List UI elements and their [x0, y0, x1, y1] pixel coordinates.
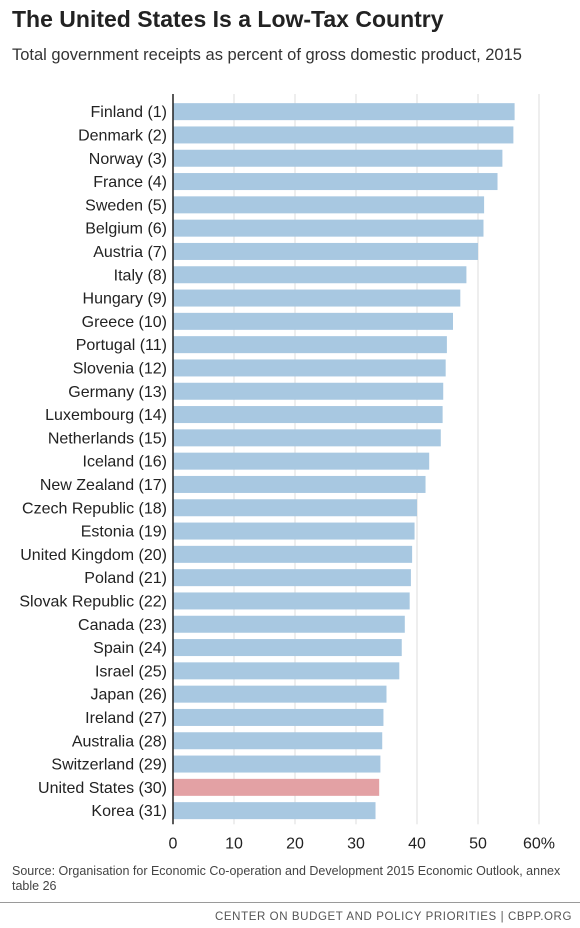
bar [173, 569, 411, 587]
bar [173, 452, 430, 470]
bar [173, 196, 485, 214]
bar [173, 266, 467, 284]
bar [173, 359, 446, 377]
x-tick-label: 50 [469, 835, 487, 852]
bar [173, 173, 498, 191]
bar [173, 499, 417, 517]
x-tick-label: 20 [286, 835, 304, 852]
category-label: France (4) [93, 174, 167, 191]
category-label: Canada (23) [78, 617, 167, 634]
category-label: Italy (8) [114, 267, 167, 284]
category-label: Czech Republic (18) [22, 500, 167, 517]
bar [173, 219, 484, 237]
category-label: Estonia (19) [81, 524, 167, 541]
bar [173, 732, 383, 750]
footer-credit: CENTER ON BUDGET AND POLICY PRIORITIES |… [214, 911, 572, 923]
bar [173, 429, 441, 447]
category-label: Greece (10) [82, 314, 167, 331]
category-label: Iceland (16) [83, 454, 168, 471]
source-note: Source: Organisation for Economic Co-ope… [12, 864, 561, 893]
bar [173, 242, 478, 260]
bar [173, 289, 461, 307]
bar [173, 592, 410, 610]
x-tick-label: 0 [169, 835, 178, 852]
bar [173, 802, 376, 820]
category-label: Korea (31) [91, 803, 167, 820]
category-label: Finland (1) [91, 104, 167, 121]
bar [173, 382, 444, 400]
category-label: Spain (24) [93, 640, 167, 657]
bar [173, 708, 384, 726]
chart-subtitle: Total government receipts as percent of … [12, 46, 522, 64]
category-label: Ireland (27) [85, 710, 167, 727]
bar [173, 312, 453, 330]
category-label: Norway (3) [89, 151, 167, 168]
category-label: Slovenia (12) [73, 360, 167, 377]
category-label: Slovak Republic (22) [19, 593, 167, 610]
category-label: Australia (28) [72, 733, 167, 750]
bar [173, 778, 380, 796]
category-label: Poland (21) [84, 570, 167, 587]
bar [173, 126, 514, 144]
bar [173, 149, 503, 167]
x-tick-label: 30 [347, 835, 365, 852]
category-label: Belgium (6) [85, 221, 167, 238]
bar-chart: Finland (1) Denmark (2) Norway (3) France (… [19, 94, 555, 852]
bar [173, 685, 387, 703]
category-label: Sweden (5) [85, 197, 167, 214]
bar [173, 639, 402, 657]
footer-divider [0, 902, 580, 903]
bar [173, 475, 426, 493]
category-label: United Kingdom (20) [20, 547, 167, 564]
bar [173, 103, 515, 121]
bar [173, 755, 381, 773]
category-label: Israel (25) [95, 663, 167, 680]
bar [173, 522, 415, 540]
category-label: Denmark (2) [78, 127, 167, 144]
bar [173, 406, 443, 424]
bar [173, 336, 447, 354]
x-tick-label: 10 [225, 835, 243, 852]
category-label: Japan (26) [91, 687, 168, 704]
chart-title: The United States Is a Low-Tax Country [12, 6, 444, 32]
x-tick-label: 60% [523, 835, 555, 852]
category-label: Austria (7) [93, 244, 167, 261]
category-label: Germany (13) [68, 384, 167, 401]
category-label: Hungary (9) [83, 291, 167, 308]
category-label: United States (30) [38, 780, 167, 797]
bar [173, 662, 400, 680]
category-label: Switzerland (29) [51, 757, 167, 774]
category-label: Portugal (11) [76, 337, 167, 354]
category-label: Netherlands (15) [48, 430, 167, 447]
category-label: New Zealand (17) [40, 477, 167, 494]
bar [173, 545, 413, 563]
bar [173, 615, 405, 633]
category-label: Luxembourg (14) [45, 407, 167, 424]
x-tick-label: 40 [408, 835, 426, 852]
